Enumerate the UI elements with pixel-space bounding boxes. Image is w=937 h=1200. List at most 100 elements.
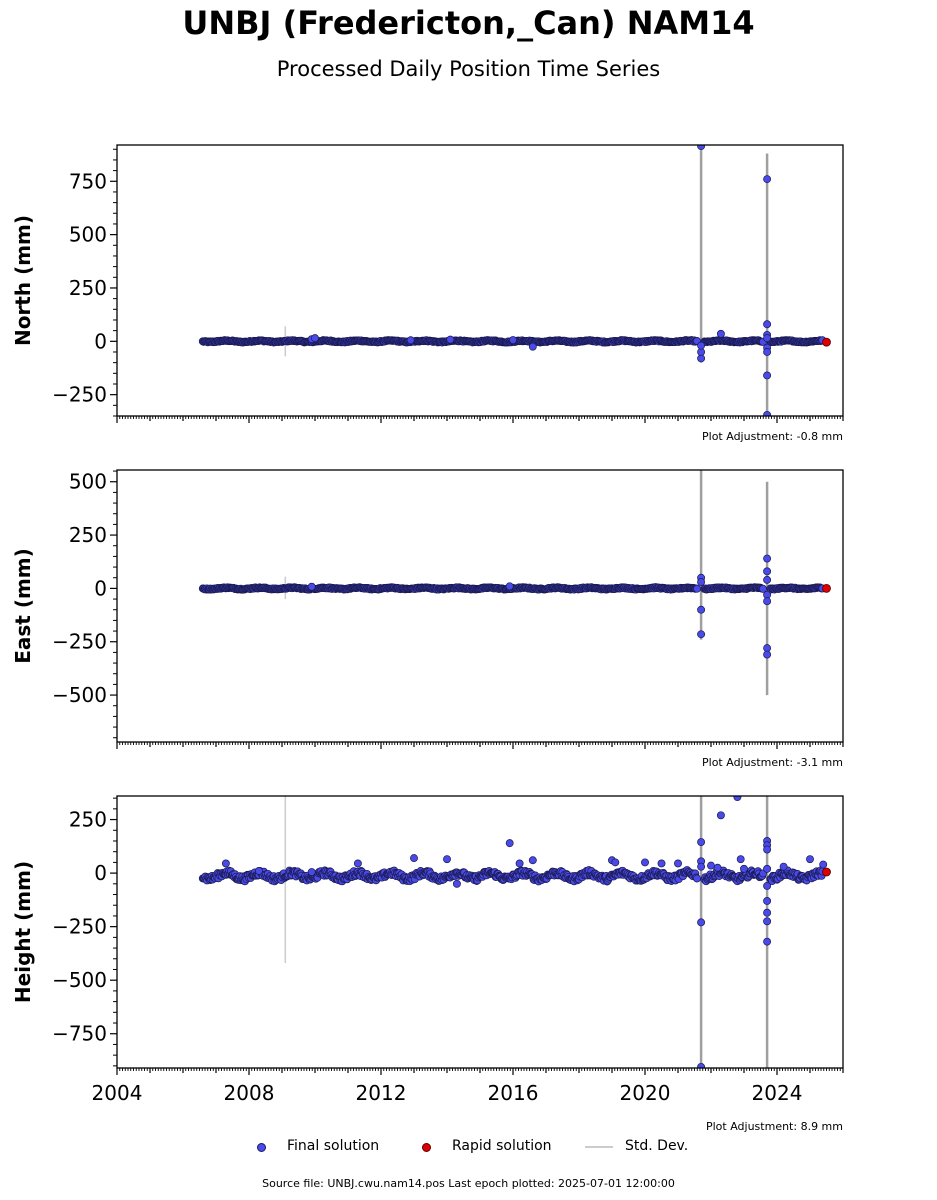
y-tick-label: −750 — [52, 1022, 107, 1046]
y-tick-label: 0 — [94, 576, 107, 600]
final-solution-point — [716, 329, 725, 338]
panel-1: −500 −250 0 250 500 East (mm) Plot Adjustment:… — [11, 469, 844, 769]
y-tick-label: 250 — [69, 808, 107, 832]
final-solution-point — [611, 858, 620, 867]
panel-2: −750 −500 −250 0 250 2004 2008 2012 2016 2020 2024… — [11, 795, 844, 1133]
y-tick-label: −500 — [52, 968, 107, 992]
y-tick-label: 250 — [69, 523, 107, 547]
final-solution-point — [736, 855, 745, 864]
y-axis-label: East (mm) — [11, 548, 35, 664]
final-solution-point — [763, 175, 772, 184]
final-solution-point — [697, 918, 706, 927]
final-solution-point — [763, 917, 772, 926]
final-solution-point — [763, 845, 772, 854]
y-tick-label: 0 — [94, 861, 107, 885]
plot-adjustment-label: Plot Adjustment: 8.9 mm — [706, 1120, 843, 1133]
final-solution-point — [353, 859, 362, 868]
y-tick-label: −250 — [52, 915, 107, 939]
plot-adjustment-label: Plot Adjustment: -3.1 mm — [702, 756, 843, 769]
y-tick-label: −250 — [52, 630, 107, 654]
y-axis-label: Height (mm) — [11, 861, 35, 1003]
final-marker-icon — [257, 1143, 266, 1152]
final-solution-point — [713, 863, 722, 872]
final-solution-point — [528, 856, 537, 865]
x-tick-label: 2024 — [752, 1081, 803, 1105]
plot-area-2 — [198, 796, 831, 1068]
final-solution-point — [410, 854, 418, 863]
final-solution-point — [657, 859, 666, 868]
rapid-solution-point — [822, 337, 831, 347]
chart-title: UNBJ (Fredericton,_Can) NAM14 — [182, 4, 755, 42]
final-solution-point — [740, 864, 748, 873]
final-solution-point — [806, 855, 814, 864]
final-solution-point — [763, 597, 772, 606]
std-line-icon — [585, 1146, 613, 1148]
final-solution-point — [697, 862, 706, 871]
final-solution-point — [505, 839, 514, 848]
final-solution-point — [733, 796, 742, 802]
y-tick-label: −500 — [52, 683, 107, 707]
final-solution-point — [763, 650, 772, 659]
final-solution-point — [452, 879, 461, 888]
final-solution-point — [641, 858, 649, 867]
final-solution-point — [693, 584, 701, 593]
legend-rapid-label: Rapid solution — [452, 1138, 552, 1154]
final-solution-point — [693, 874, 701, 883]
legend-final-label: Final solution — [287, 1138, 380, 1154]
plot-adjustment-label: Plot Adjustment: -0.8 mm — [702, 430, 843, 443]
x-tick-label: 2008 — [224, 1081, 275, 1105]
x-tick-label: 2012 — [356, 1081, 407, 1105]
rapid-marker-icon — [422, 1143, 431, 1152]
final-solution-point — [697, 838, 706, 846]
final-solution-point — [763, 334, 772, 343]
source-footer: Source file: UNBJ.cwu.nam14.pos Last epo… — [262, 1177, 675, 1190]
final-solution-point — [254, 867, 263, 875]
y-tick-label: 500 — [69, 470, 107, 494]
rapid-solution-point — [822, 867, 831, 877]
final-solution-point — [763, 575, 772, 584]
final-solution-point — [307, 582, 316, 591]
final-solution-point — [763, 937, 772, 946]
y-tick-label: −250 — [52, 383, 107, 407]
final-solution-point — [515, 859, 524, 868]
final-solution-point — [221, 859, 230, 868]
final-solution-point — [763, 864, 772, 873]
final-solution-point — [763, 348, 772, 356]
axes-frame — [116, 144, 844, 417]
final-solution-point — [763, 567, 772, 576]
final-solution-point — [697, 578, 706, 586]
final-solution-point — [697, 605, 706, 614]
y-tick-label: 250 — [69, 276, 107, 300]
final-solution-point — [697, 341, 706, 350]
final-solution-point — [763, 882, 772, 890]
final-solution-point — [674, 859, 682, 868]
chart-subtitle: Processed Daily Position Time Series — [276, 57, 661, 81]
panel-0: −250 0 250 500 750 North (mm) Plot Adjustment:… — [11, 144, 844, 443]
rapid-solution-point — [822, 584, 831, 593]
final-solution-point — [763, 896, 772, 905]
legend-std-label: Std. Dev. — [625, 1138, 689, 1154]
y-tick-label: 0 — [94, 329, 107, 353]
y-axis-label: North (mm) — [11, 215, 35, 346]
final-solution-point — [819, 860, 828, 869]
axes-frame — [116, 469, 844, 743]
final-solution-point — [446, 335, 455, 344]
final-solution-point — [443, 855, 451, 864]
final-solution-point — [697, 145, 706, 151]
plot-area-0 — [198, 145, 831, 416]
axes-frame — [116, 795, 844, 1069]
y-tick-label: 750 — [69, 169, 107, 193]
final-solution-point — [528, 342, 537, 351]
x-tick-label: 2016 — [488, 1081, 539, 1105]
final-solution-point — [697, 630, 706, 639]
final-solution-point — [763, 554, 772, 563]
final-solution-point — [509, 336, 517, 344]
final-solution-point — [763, 908, 772, 917]
final-solution-point — [707, 861, 715, 870]
final-solution-point — [763, 410, 772, 416]
final-solution-point — [697, 1062, 706, 1068]
final-solution-point — [779, 862, 788, 871]
final-solution-point — [307, 868, 316, 876]
final-solution-point — [406, 336, 415, 345]
